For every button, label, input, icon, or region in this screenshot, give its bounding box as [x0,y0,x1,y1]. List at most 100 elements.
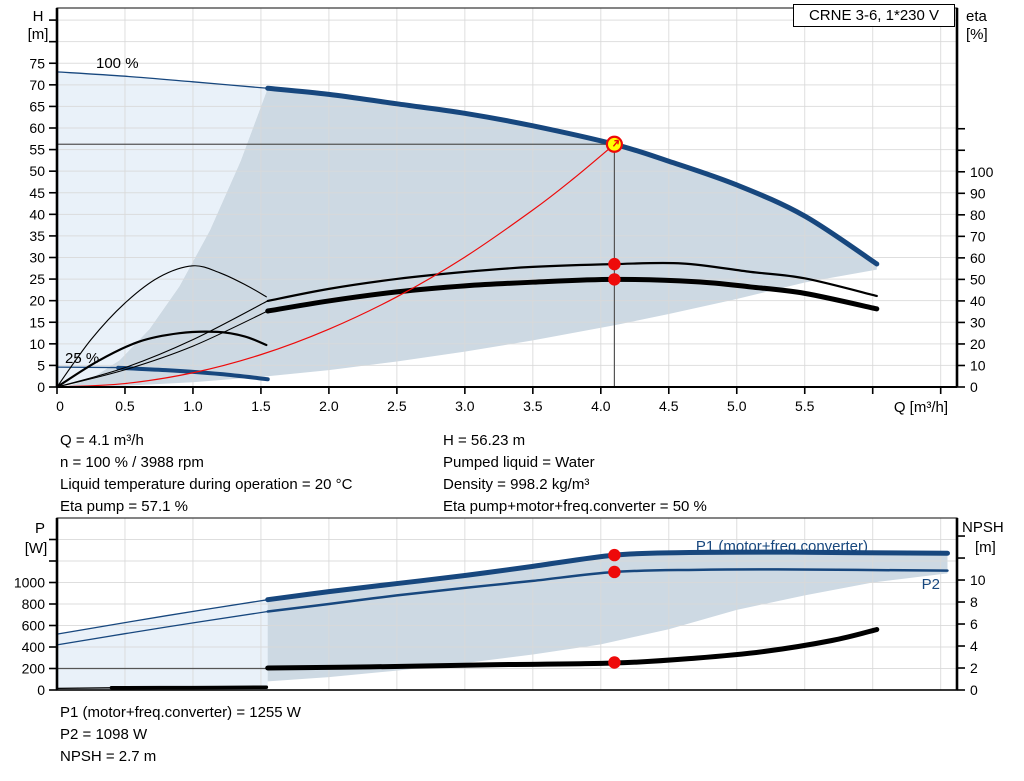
p1-curve-label: P1 (motor+freq.converter) [696,538,868,555]
power-info: P1 (motor+freq.converter) = 1255 W P2 = … [60,702,301,768]
right-axis-tick-label: 30 [970,314,986,330]
right-axis-unit: [m] [975,539,996,556]
left-axis-tick-label: 200 [22,661,46,677]
power-envelope-gray [57,552,948,690]
curve-eta-pump-min-locus [56,300,269,388]
x-axis-tick-label: 4.5 [659,398,679,414]
x-axis-tick-label: 3.5 [523,398,543,414]
info-line-density: Density = 998.2 kg/m³ [443,476,590,493]
power-envelope-light [57,599,268,690]
x-axis-tick-label: 0.5 [115,398,135,414]
left-axis-tick-label: 65 [29,98,45,114]
left-axis-tick-label: 600 [22,618,46,634]
left-axis-tick-label: 15 [29,314,45,330]
x-axis-tick-label: 5.0 [727,398,747,414]
left-axis-tick-label: 75 [29,55,45,71]
right-axis-tick-label: 4 [970,638,978,654]
curve-p1-low [56,599,269,635]
curve-h-100 [265,85,880,267]
left-axis-tick-label: 1000 [14,575,45,591]
right-axis-title: NPSH [962,519,1004,536]
left-axis-tick-label: 800 [22,596,46,612]
info-line-speed: n = 100 % / 3988 rpm [60,454,204,471]
left-axis-tick-label: 5 [37,357,45,373]
curve-p2 [266,568,949,613]
pump-title-box: CRNE 3-6, 1*230 V [793,4,955,27]
right-axis-tick-label: 0 [970,682,978,698]
right-axis-tick-label: 0 [970,379,978,395]
left-axis-tick-label: 30 [29,250,45,266]
right-axis-tick-label: 50 [970,271,986,287]
right-axis-tick-label: 80 [970,207,986,223]
right-axis-tick-label: 6 [970,616,978,632]
info-line-eta-total: Eta pump+motor+freq.converter = 50 % [443,498,707,515]
x-axis-tick-label: 2.0 [319,398,339,414]
curve-npsh-low-thin [56,687,113,689]
left-axis-tick-label: 55 [29,142,45,158]
left-axis-tick-label: 0 [37,379,45,395]
left-axis-unit: [m] [28,26,49,43]
right-axis-tick-label: 100 [970,164,994,180]
left-axis-tick-label: 50 [29,163,45,179]
curve-npsh-low [109,685,269,690]
pump-title: CRNE 3-6, 1*230 V [808,7,940,24]
curve-eta-total [265,276,880,314]
p2-duty-dot [608,565,621,579]
curve-p2-low [56,610,269,646]
x-axis-tick-label: 3.0 [455,398,475,414]
eta-pump-duty-dot [608,257,621,271]
right-axis-tick-label: 20 [970,336,986,352]
info-line-liquid: Pumped liquid = Water [443,454,595,471]
x-axis-tick-label: 5.5 [795,398,815,414]
duty-arrow-icon [612,139,620,147]
right-axis-tick-label: 10 [970,357,986,373]
left-axis-unit: [W] [25,540,48,557]
duty-info-left: Q = 4.1 m³/h n = 100 % / 3988 rpm Liquid… [60,430,352,518]
left-axis-tick-label: 60 [29,120,45,136]
x-axis-tick-label: 2.5 [387,398,407,414]
curve-h-25 [116,365,270,382]
info-line-eta-pump: Eta pump = 57.1 % [60,498,188,515]
info-line-p1: P1 (motor+freq.converter) = 1255 W [60,704,301,721]
right-axis-unit: [%] [966,26,988,43]
info-line-npsh: NPSH = 2.7 m [60,748,157,765]
right-axis-tick-label: 70 [970,228,986,244]
left-axis-title: P [35,520,45,537]
x-axis-title: Q [m³/h] [894,399,948,416]
left-axis-tick-label: 25 [29,271,45,287]
left-axis-tick-label: 70 [29,77,45,93]
left-axis-tick-label: 35 [29,228,45,244]
envelope-light [57,71,268,387]
left-axis-tick-label: 40 [29,206,45,222]
left-axis-tick-label: 400 [22,639,46,655]
left-axis-tick-label: 20 [29,293,45,309]
curve-eta-total-25 [55,330,268,389]
right-axis-tick-label: 60 [970,250,986,266]
p2-curve-label: P2 [922,576,940,593]
left-axis-tick-label: 0 [37,682,45,698]
right-axis-tick-label: 40 [970,293,986,309]
curve-affinity-parabola [56,143,616,388]
eta-total-duty-dot [608,273,621,286]
x-axis-tick-label: 1.5 [251,398,271,414]
x-axis-tick-label: 4.0 [591,398,611,414]
right-axis-title: eta [966,8,988,25]
x-axis-tick-label: 1.0 [183,398,203,414]
info-line-h: H = 56.23 m [443,432,526,449]
right-axis-tick-label: 8 [970,594,978,610]
info-line-p2: P2 = 1098 W [60,726,148,743]
left-axis-tick-label: 10 [29,336,45,352]
right-axis-tick-label: 10 [970,572,986,588]
left-axis-title: H [33,8,44,25]
curve-h-100-low [56,71,269,89]
curve-eta-total-min-locus [56,310,269,388]
curve-eta-pump-25 [56,265,267,388]
left-axis-tick-label: 45 [29,185,45,201]
duty-info-right: H = 56.23 m Pumped liquid = Water Densit… [443,430,707,518]
right-axis-tick-label: 2 [970,660,978,676]
npsh-duty-dot [608,656,621,669]
speed-100-label: 100 % [96,55,139,72]
right-axis-tick-label: 90 [970,185,986,201]
